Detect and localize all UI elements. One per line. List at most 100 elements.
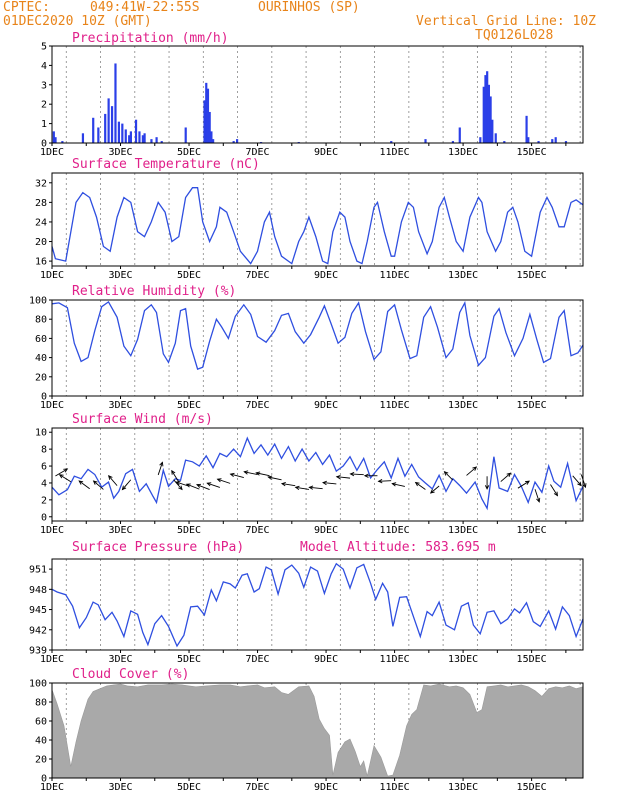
wind-vector bbox=[244, 471, 258, 476]
wind-vector-head bbox=[243, 470, 249, 475]
x-tick-label: 3DEC bbox=[108, 654, 132, 665]
precip-bar bbox=[128, 135, 131, 143]
wind-vector-head bbox=[582, 483, 587, 489]
wind-vector bbox=[196, 484, 210, 490]
precip-bar bbox=[232, 141, 235, 143]
wind-vector-head bbox=[159, 461, 164, 467]
y-tick-label: 4 bbox=[41, 478, 47, 489]
wind-vector-head bbox=[121, 485, 127, 491]
y-tick-label: 20 bbox=[35, 237, 47, 248]
precip-bar bbox=[110, 106, 114, 143]
precip-bar bbox=[54, 137, 57, 143]
wind-vector bbox=[171, 470, 180, 483]
precip-bar bbox=[205, 82, 208, 143]
wind-vector-head bbox=[536, 497, 541, 503]
x-tick-label: 9DEC bbox=[314, 147, 338, 158]
precip-bar bbox=[155, 137, 158, 143]
wind-title: Surface Wind (m/s) bbox=[72, 412, 213, 427]
precip-bar bbox=[424, 139, 427, 143]
wind-vector bbox=[173, 479, 183, 490]
x-tick-label: 1DEC bbox=[40, 270, 64, 281]
wind-vector-head bbox=[322, 480, 327, 486]
precip-bar bbox=[81, 133, 85, 143]
wind-vector bbox=[256, 472, 270, 477]
wind-vector bbox=[281, 483, 296, 487]
x-tick-label: 1DEC bbox=[40, 147, 64, 158]
x-tick-label: 3DEC bbox=[108, 400, 132, 411]
precip-bar bbox=[484, 75, 487, 143]
x-tick-label: 15DEC bbox=[517, 400, 547, 411]
y-tick-label: 0 bbox=[41, 392, 47, 403]
wind-vector bbox=[534, 489, 540, 502]
precip-bar bbox=[138, 131, 141, 143]
x-tick-label: 15DEC bbox=[517, 270, 547, 281]
y-tick-label: 16 bbox=[35, 257, 47, 268]
x-tick-label: 13DEC bbox=[448, 270, 478, 281]
y-tick-label: 942 bbox=[29, 625, 47, 636]
x-tick-label: 13DEC bbox=[448, 782, 478, 793]
header-datetime: 01DEC2020 10Z (GMT) bbox=[3, 14, 152, 29]
y-tick-label: 80 bbox=[35, 698, 47, 709]
wind-vector bbox=[430, 485, 440, 494]
precip-bar bbox=[52, 131, 55, 143]
model-altitude: Model Altitude: 583.695 m bbox=[300, 540, 496, 555]
x-tick-label: 5DEC bbox=[177, 782, 201, 793]
wind-vector-head bbox=[472, 466, 478, 471]
precip-bar bbox=[212, 139, 215, 143]
x-tick-label: 1DEC bbox=[40, 782, 64, 793]
humidity-line bbox=[51, 300, 584, 370]
wind-vector-head bbox=[267, 475, 273, 480]
x-tick-label: 7DEC bbox=[246, 782, 270, 793]
wind-vector bbox=[78, 480, 90, 490]
wind-vector bbox=[517, 480, 530, 489]
x-tick-label: 7DEC bbox=[246, 525, 270, 536]
wind-line bbox=[51, 436, 584, 511]
wind-vector bbox=[176, 481, 190, 487]
y-tick-label: 939 bbox=[29, 646, 47, 657]
wind-vector bbox=[186, 483, 200, 490]
wind-vector bbox=[295, 486, 310, 490]
y-tick-label: 28 bbox=[35, 198, 47, 209]
x-tick-label: 13DEC bbox=[448, 654, 478, 665]
precip-title: Precipitation (mm/h) bbox=[72, 31, 229, 46]
precip-bar bbox=[486, 71, 489, 143]
y-tick-label: 0 bbox=[41, 512, 47, 523]
x-tick-label: 7DEC bbox=[246, 400, 270, 411]
wind-vector-head bbox=[255, 471, 261, 476]
y-tick-label: 951 bbox=[29, 565, 47, 576]
wind-vector-head bbox=[349, 472, 355, 477]
precip-bar bbox=[537, 141, 540, 143]
panel-frame bbox=[51, 45, 584, 144]
x-tick-label: 3DEC bbox=[108, 147, 132, 158]
precip-bar bbox=[104, 113, 107, 143]
wind-vector-head bbox=[196, 483, 202, 488]
wind-vector bbox=[378, 480, 392, 482]
x-tick-label: 3DEC bbox=[108, 525, 132, 536]
x-tick-label: 1DEC bbox=[40, 525, 64, 536]
header-model-code: TQ0126L028 bbox=[475, 28, 554, 43]
cloud-area bbox=[51, 683, 584, 779]
wind-vector-head bbox=[506, 472, 512, 477]
wind-vector bbox=[108, 475, 118, 486]
precip-bar bbox=[487, 84, 490, 143]
x-tick-label: 5DEC bbox=[177, 400, 201, 411]
wind-vector bbox=[122, 479, 132, 490]
x-tick-label: 5DEC bbox=[177, 654, 201, 665]
x-tick-label: 9DEC bbox=[314, 782, 338, 793]
header-grid-note: Vertical Grid Line: 10Z bbox=[416, 14, 597, 29]
y-tick-label: 60 bbox=[35, 717, 47, 728]
wind-vector-head bbox=[78, 480, 84, 485]
panel-frame bbox=[51, 172, 584, 267]
wind-vector-head bbox=[185, 483, 191, 488]
wind-vector-head bbox=[363, 473, 369, 478]
precip-bar bbox=[494, 133, 497, 143]
x-tick-label: 7DEC bbox=[246, 147, 270, 158]
precip-bar bbox=[525, 115, 528, 143]
wind-vector-head bbox=[308, 485, 314, 490]
precip-bar bbox=[206, 88, 210, 143]
wind-vector-head bbox=[484, 485, 490, 490]
precip-bar bbox=[451, 141, 455, 143]
y-tick-label: 40 bbox=[35, 353, 47, 364]
header-source: CPTEC: bbox=[3, 0, 50, 15]
precip-bar bbox=[210, 131, 213, 143]
